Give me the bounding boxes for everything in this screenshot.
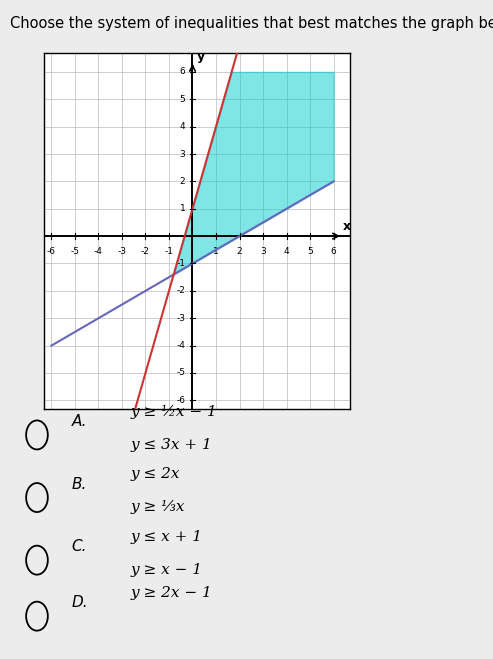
Text: 5: 5 xyxy=(307,247,313,256)
Text: y ≥ ½x − 1: y ≥ ½x − 1 xyxy=(131,405,217,419)
Text: -1: -1 xyxy=(165,247,174,256)
Text: y ≥ 2x − 1: y ≥ 2x − 1 xyxy=(131,586,212,600)
Text: -1: -1 xyxy=(176,259,185,268)
Text: 4: 4 xyxy=(284,247,289,256)
Text: 2: 2 xyxy=(180,177,185,186)
Text: y ≤ x + 1: y ≤ x + 1 xyxy=(131,530,203,544)
Text: y ≥ x − 1: y ≥ x − 1 xyxy=(131,563,203,577)
Text: 4: 4 xyxy=(180,122,185,131)
Text: -3: -3 xyxy=(176,314,185,323)
Text: B.: B. xyxy=(71,477,87,492)
Text: -6: -6 xyxy=(176,396,185,405)
Text: -5: -5 xyxy=(176,368,185,378)
Text: y ≥ ⅓x: y ≥ ⅓x xyxy=(131,500,185,515)
Text: 1: 1 xyxy=(213,247,219,256)
Text: 6: 6 xyxy=(331,247,336,256)
Text: -5: -5 xyxy=(70,247,79,256)
Text: 2: 2 xyxy=(237,247,243,256)
Text: -3: -3 xyxy=(117,247,127,256)
Text: y: y xyxy=(197,50,205,63)
Text: y ≤ 2x: y ≤ 2x xyxy=(131,467,180,482)
Text: Choose the system of inequalities that best matches the graph below.: Choose the system of inequalities that b… xyxy=(10,16,493,32)
Text: D.: D. xyxy=(71,596,88,610)
Text: 5: 5 xyxy=(179,95,185,103)
Text: C.: C. xyxy=(71,540,87,554)
Text: 6: 6 xyxy=(179,67,185,76)
Text: -4: -4 xyxy=(94,247,103,256)
Text: x: x xyxy=(343,220,351,233)
Text: -6: -6 xyxy=(47,247,56,256)
Text: 3: 3 xyxy=(179,150,185,159)
Text: 1: 1 xyxy=(179,204,185,214)
Text: y ≤ 3x + 1: y ≤ 3x + 1 xyxy=(131,438,212,452)
Text: -2: -2 xyxy=(141,247,150,256)
Text: -2: -2 xyxy=(176,287,185,295)
Text: A.: A. xyxy=(71,415,87,429)
Text: -4: -4 xyxy=(176,341,185,350)
Text: 3: 3 xyxy=(260,247,266,256)
